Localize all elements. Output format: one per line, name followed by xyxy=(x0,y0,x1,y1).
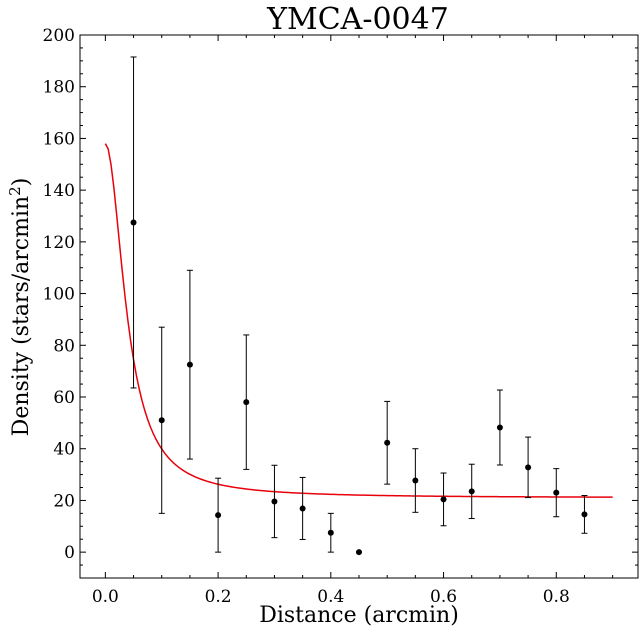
x-tick-label: 0.4 xyxy=(317,587,344,607)
y-axis-label-main: Density (stars/arcmin xyxy=(9,196,34,437)
data-point xyxy=(581,511,588,518)
data-point xyxy=(384,439,391,446)
x-axis: 0.0 0.2 0.4 0.6 0.8 xyxy=(92,35,614,607)
y-tick-label: 140 xyxy=(43,181,75,201)
x-tick-label: 0.0 xyxy=(92,587,119,607)
y-axis-label-close: ) xyxy=(9,178,34,187)
data-point xyxy=(243,399,250,406)
y-tick-label: 100 xyxy=(43,285,75,305)
data-point xyxy=(525,464,532,471)
data-point xyxy=(496,424,503,431)
data-point xyxy=(553,489,560,496)
data-point xyxy=(468,488,475,495)
data-point xyxy=(186,361,193,368)
x-tick-label: 0.8 xyxy=(543,587,570,607)
y-tick-label: 160 xyxy=(43,129,75,149)
x-tick-label: 0.6 xyxy=(430,587,457,607)
y-axis-label: Density (stars/arcmin2) xyxy=(6,178,34,437)
data-point xyxy=(215,512,222,519)
data-point xyxy=(130,219,137,226)
data-point xyxy=(158,417,165,424)
y-tick-label: 40 xyxy=(53,440,75,460)
x-axis-label: Distance (arcmin) xyxy=(259,603,459,628)
x-tick-label: 0.2 xyxy=(205,587,232,607)
y-axis-label-superscript: 2 xyxy=(6,186,24,196)
y-tick-label: 0 xyxy=(64,543,75,563)
y-tick-label: 60 xyxy=(53,388,75,408)
data-point xyxy=(299,505,306,512)
data-point xyxy=(412,477,419,484)
y-tick-label: 120 xyxy=(43,233,75,253)
data-point xyxy=(440,496,447,503)
data-point xyxy=(356,549,362,556)
y-axis: 0 20 40 60 80 100 120 140 160 180 200 xyxy=(43,26,638,566)
y-tick-label: 180 xyxy=(43,78,75,98)
y-tick-label: 20 xyxy=(53,491,75,511)
y-tick-label: 200 xyxy=(43,26,75,46)
data-points-layer xyxy=(130,56,588,556)
data-point xyxy=(327,529,334,536)
y-tick-label: 80 xyxy=(53,336,75,356)
data-point xyxy=(271,498,278,505)
chart-title: YMCA-0047 xyxy=(266,2,449,37)
